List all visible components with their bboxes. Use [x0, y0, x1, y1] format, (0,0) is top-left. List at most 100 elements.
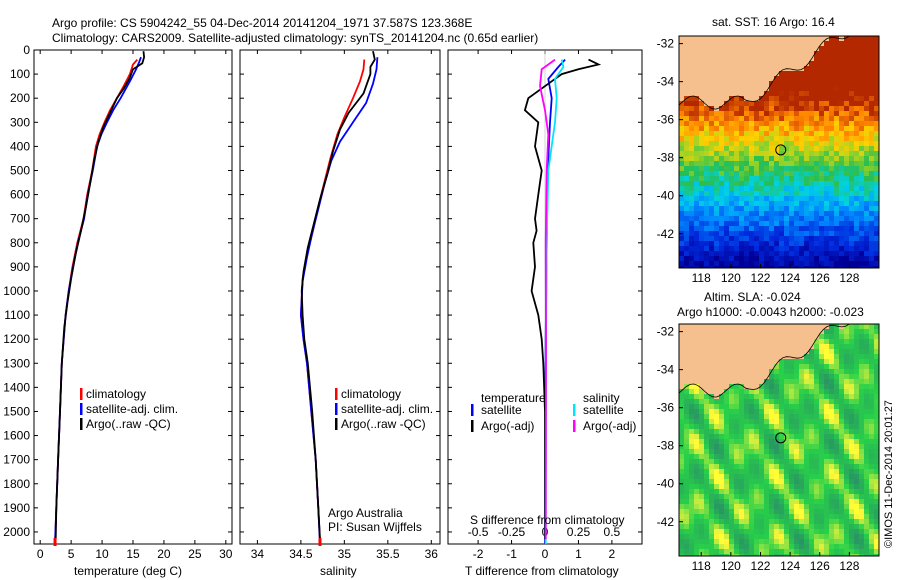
- sla-cell: [804, 344, 809, 349]
- sla-cell: [799, 419, 804, 424]
- sla-cell: [854, 349, 859, 354]
- sla-cell: [809, 389, 814, 394]
- sst-cell: [699, 206, 704, 211]
- sla-cell: [839, 334, 844, 339]
- sla-cell: [769, 379, 774, 384]
- sst-cell: [744, 241, 749, 246]
- sla-cell: [679, 344, 684, 349]
- sla-cell: [824, 529, 829, 534]
- sst-cell: [774, 96, 779, 101]
- sst-cell: [744, 186, 749, 191]
- sst-cell: [839, 121, 844, 126]
- sla-cell: [754, 504, 759, 509]
- sst-cell: [774, 106, 779, 111]
- sst-cell: [814, 56, 819, 61]
- sla-cell: [719, 479, 724, 484]
- sla-cell: [819, 344, 824, 349]
- sst-cell: [864, 191, 869, 196]
- sst-cell: [694, 51, 699, 56]
- sst-cell: [819, 51, 824, 56]
- sst-cell: [784, 226, 789, 231]
- sst-cell: [739, 151, 744, 156]
- sla-cell: [869, 499, 874, 504]
- sst-cell: [749, 186, 754, 191]
- sla-cell: [684, 419, 689, 424]
- sst-cell: [774, 211, 779, 216]
- sst-cell: [784, 221, 789, 226]
- sst-cell: [704, 146, 709, 151]
- sst-cell: [759, 111, 764, 116]
- sla-cell: [754, 534, 759, 539]
- sst-cell: [779, 196, 784, 201]
- sla-cell: [679, 439, 684, 444]
- sla-cell: [789, 499, 794, 504]
- sst-cell: [709, 156, 714, 161]
- sst-cell: [719, 106, 724, 111]
- sst-cell: [729, 131, 734, 136]
- sst-cell: [834, 186, 839, 191]
- sst-cell: [779, 221, 784, 226]
- sst-cell: [794, 111, 799, 116]
- sst-cell: [869, 111, 874, 116]
- sla-cell: [709, 454, 714, 459]
- sla-cell: [849, 474, 854, 479]
- sla-cell: [859, 539, 864, 544]
- sla-cell: [759, 554, 764, 556]
- sst-cell: [709, 211, 714, 216]
- sla-cell: [874, 534, 879, 539]
- sla-cell: [734, 494, 739, 499]
- sst-cell: [859, 116, 864, 121]
- sla-cell: [709, 519, 714, 524]
- sla-cell: [834, 529, 839, 534]
- sla-cell: [789, 469, 794, 474]
- sst-cell: [744, 261, 749, 266]
- sla-cell: [784, 544, 789, 549]
- sla-cell: [684, 434, 689, 439]
- sst-cell: [864, 246, 869, 251]
- sla-cell: [694, 384, 699, 389]
- sst-cell: [769, 56, 774, 61]
- sla-cell: [724, 414, 729, 419]
- sla-cell: [814, 369, 819, 374]
- sla-cell: [689, 434, 694, 439]
- sla-cell: [804, 399, 809, 404]
- sst-cell: [839, 251, 844, 256]
- series-end-marker: [53, 538, 57, 546]
- sst-cell: [774, 186, 779, 191]
- sst-cell: [769, 166, 774, 171]
- sst-cell: [739, 46, 744, 51]
- sla-cell: [859, 419, 864, 424]
- sla-cell: [784, 529, 789, 534]
- sst-cell: [739, 186, 744, 191]
- sla-cell: [814, 459, 819, 464]
- sst-cell: [794, 211, 799, 216]
- sla-cell: [734, 384, 739, 389]
- sst-cell: [779, 151, 784, 156]
- sst-cell: [859, 171, 864, 176]
- sst-cell: [804, 126, 809, 131]
- sla-cell: [864, 459, 869, 464]
- sst-argo-marker: [775, 144, 787, 156]
- sla-cell: [779, 459, 784, 464]
- sla-cell: [849, 389, 854, 394]
- sla-cell: [739, 504, 744, 509]
- sla-cell: [864, 549, 869, 554]
- sla-cell: [824, 364, 829, 369]
- sst-cell: [784, 251, 789, 256]
- sst-cell: [734, 76, 739, 81]
- sla-cell: [824, 469, 829, 474]
- sla-cell: [749, 339, 754, 344]
- sst-cell: [864, 201, 869, 206]
- sla-cell: [874, 339, 879, 344]
- difference-legend: temperature salinitysatelliteArgo(-adj)sa…: [471, 391, 636, 433]
- legend-swatch: [80, 403, 83, 415]
- sla-cell: [814, 424, 819, 429]
- sla-cell: [714, 359, 719, 364]
- sla-cell: [779, 384, 784, 389]
- sst-cell: [714, 46, 719, 51]
- sla-cell: [719, 514, 724, 519]
- sla-cell: [689, 404, 694, 409]
- sst-cell: [809, 241, 814, 246]
- sst-cell: [819, 246, 824, 251]
- sla-cell: [804, 529, 809, 534]
